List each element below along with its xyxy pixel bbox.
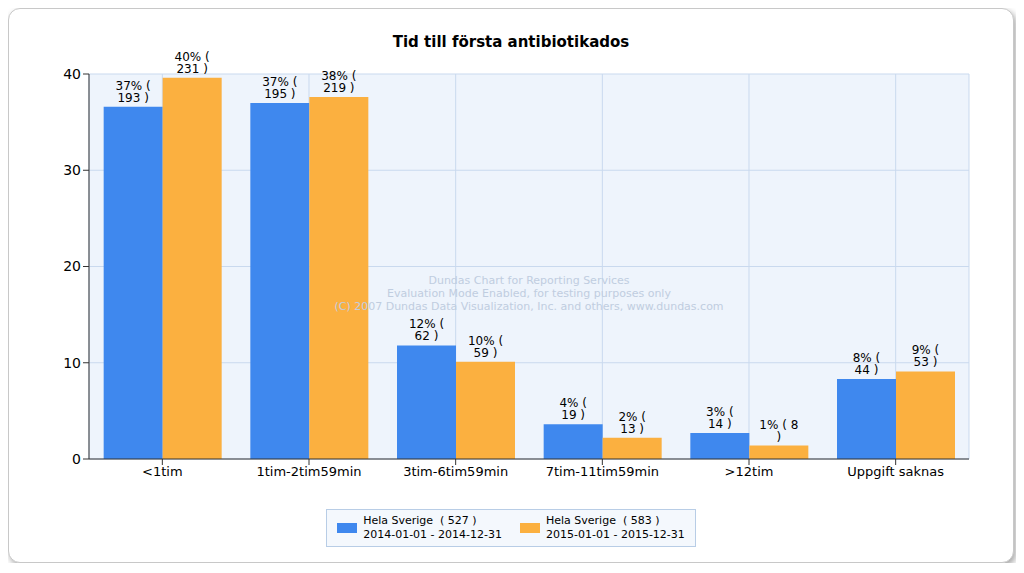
html-text:2014-01-01 - 2014-12-31: 2014-01-01 - 2014-12-31 (363, 528, 502, 541)
svg-text:37% (193 ): 37% (193 ) (116, 79, 151, 105)
svg-text:12% (62 ): 12% (62 ) (409, 317, 444, 343)
html-text:Tid till första antibiotikados: Tid till första antibiotikados (392, 33, 630, 51)
svg-text:2% (13 ): 2% (13 ) (618, 410, 646, 436)
html-text:(C) 2007 Dundas Data Visualiza: (C) 2007 Dundas Data Visualization, Inc.… (334, 300, 724, 313)
html-text:Hela Sverige ( 527 ): Hela Sverige ( 527 ) (363, 514, 477, 527)
svg-text:40: 40 (63, 66, 81, 82)
svg-text:0: 0 (72, 451, 81, 467)
svg-text:30: 30 (63, 162, 81, 178)
svg-text:10: 10 (63, 355, 81, 371)
html-text:Evaluation Mode Enabled, for t: Evaluation Mode Enabled, for testing pur… (387, 287, 671, 300)
svg-text:3tim-6tim59min: 3tim-6tim59min (403, 464, 508, 479)
svg-text:10% (59 ): 10% (59 ) (468, 334, 503, 360)
svg-text:<1tim: <1tim (142, 464, 183, 479)
svg-text:9% (53 ): 9% (53 ) (912, 343, 940, 369)
svg-text:Uppgift saknas: Uppgift saknas (847, 464, 944, 479)
svg-text:>12tim: >12tim (725, 464, 774, 479)
svg-text:37% (195 ): 37% (195 ) (262, 75, 297, 101)
svg-text:8% (44 ): 8% (44 ) (853, 351, 881, 377)
svg-text:38% (219 ): 38% (219 ) (321, 69, 356, 95)
svg-text:1tim-2tim59min: 1tim-2tim59min (256, 464, 361, 479)
html-text:Hela Sverige ( 583 ): Hela Sverige ( 583 ) (546, 514, 660, 527)
svg-text:3% (14 ): 3% (14 ) (706, 405, 734, 431)
svg-text:20: 20 (63, 258, 81, 274)
html-text:2015-01-01 - 2015-12-31: 2015-01-01 - 2015-12-31 (546, 528, 685, 541)
svg-text:40% (231 ): 40% (231 ) (175, 50, 210, 76)
svg-text:4% (19 ): 4% (19 ) (559, 396, 587, 422)
svg-text:1% ( 8): 1% ( 8) (759, 418, 798, 444)
html-text:Dundas Chart for Reporting Ser: Dundas Chart for Reporting Services (428, 274, 630, 287)
svg-text:7tim-11tim59min: 7tim-11tim59min (546, 464, 659, 479)
